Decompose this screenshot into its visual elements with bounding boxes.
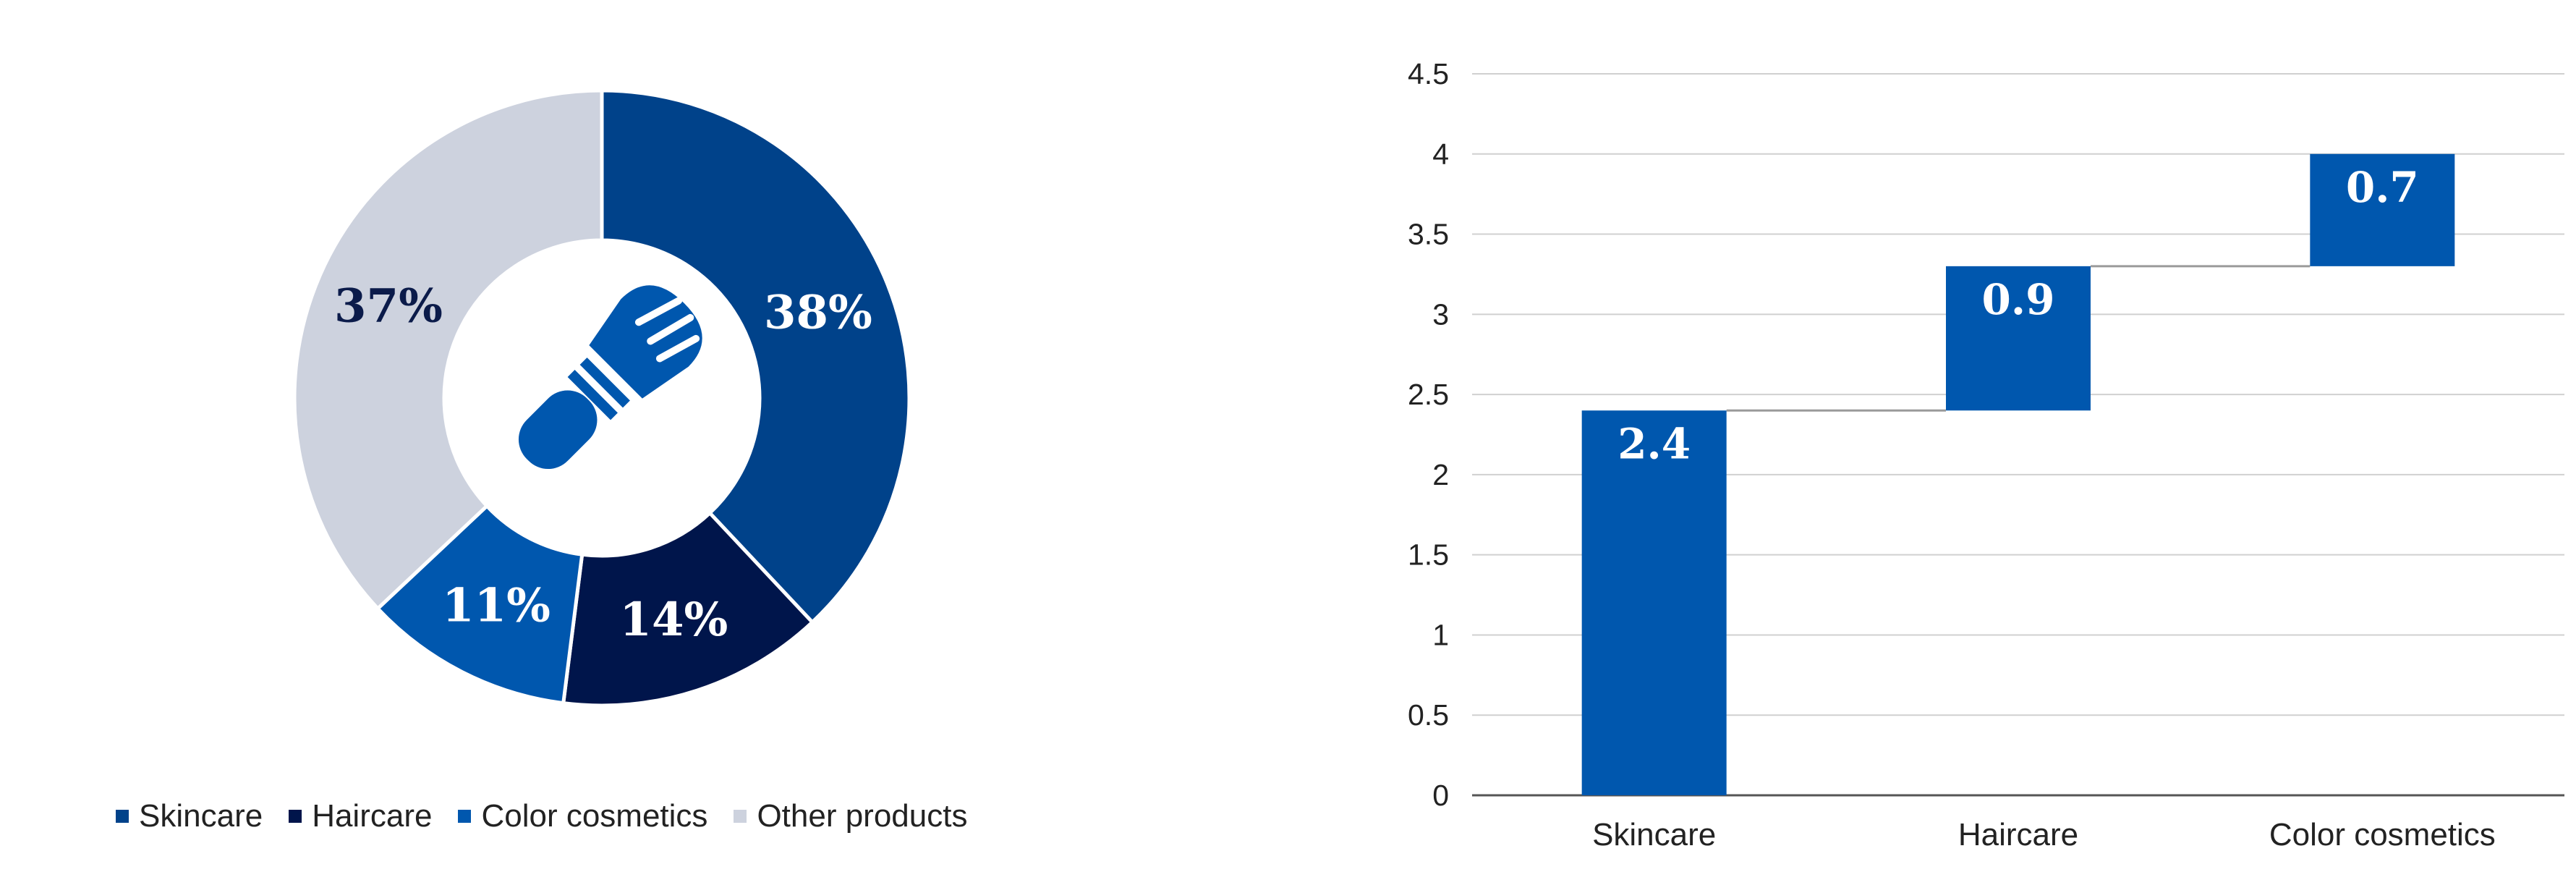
y-tick-label: 0.5 bbox=[1408, 698, 1449, 732]
legend-swatch-color-cosmetics bbox=[458, 810, 472, 823]
slice-label-other-products: 37% bbox=[334, 279, 443, 333]
waterfall-connectors bbox=[1726, 265, 2311, 412]
y-tick-label: 4 bbox=[1432, 137, 1449, 171]
waterfall-bars bbox=[1581, 153, 2455, 795]
slice-label-skincare: 38% bbox=[764, 286, 872, 340]
slice-label-color-cosmetics: 11% bbox=[442, 578, 551, 632]
y-tick-label: 2.5 bbox=[1408, 378, 1449, 411]
waterfall-bar-skincare bbox=[1581, 410, 1727, 795]
donut-legend: Skincare Haircare Color cosmetics Other … bbox=[116, 798, 993, 834]
legend-label-color-cosmetics: Color cosmetics bbox=[481, 798, 708, 834]
legend-label-skincare: Skincare bbox=[139, 798, 263, 834]
donut-slice-other-products bbox=[292, 88, 604, 611]
legend-item-haircare: Haircare bbox=[289, 798, 432, 834]
bar-label-color-cosmetics: 0.7 bbox=[2346, 163, 2419, 212]
y-tick-label: 1 bbox=[1432, 618, 1449, 651]
legend-label-haircare: Haircare bbox=[312, 798, 433, 834]
y-tick-label: 3 bbox=[1432, 297, 1449, 331]
legend-item-color-cosmetics: Color cosmetics bbox=[458, 798, 707, 834]
waterfall-bar-haircare bbox=[1946, 266, 2091, 411]
legend-item-skincare: Skincare bbox=[116, 798, 263, 834]
legend-label-other-products: Other products bbox=[757, 798, 968, 834]
donut-labels: 38% 14% 11% 37% bbox=[334, 279, 872, 646]
bar-label-haircare: 0.9 bbox=[1982, 275, 2055, 324]
donut-slices bbox=[292, 88, 911, 708]
y-tick-label: 4.5 bbox=[1408, 57, 1449, 90]
donut-slice-color-cosmetics bbox=[375, 503, 585, 706]
bar-data-labels: 2.4 0.9 0.7 bbox=[1618, 163, 2419, 468]
bar-label-skincare: 2.4 bbox=[1618, 419, 1691, 468]
donut-slice-haircare bbox=[561, 510, 815, 708]
slice-label-haircare: 14% bbox=[619, 593, 728, 647]
x-category-skincare: Skincare bbox=[1592, 817, 1716, 852]
legend-swatch-skincare bbox=[116, 810, 129, 823]
makeup-brush-icon bbox=[518, 285, 702, 470]
waterfall-bar-color-cosmetics bbox=[2310, 153, 2455, 266]
donut-slice-skincare bbox=[600, 88, 911, 625]
y-tick-label: 2 bbox=[1432, 458, 1449, 491]
y-axis-ticks: 0 0.5 1 1.5 2 2.5 3 3.5 4 4.5 bbox=[1408, 57, 1449, 812]
donut-chart: 38% 14% 11% 37% bbox=[292, 88, 911, 708]
legend-item-other-products: Other products bbox=[734, 798, 967, 834]
legend-swatch-haircare bbox=[289, 810, 302, 823]
y-tick-label: 1.5 bbox=[1408, 538, 1449, 572]
y-tick-label: 3.5 bbox=[1408, 218, 1449, 251]
legend-swatch-other-products bbox=[734, 810, 747, 823]
y-tick-label: 0 bbox=[1432, 779, 1449, 812]
x-axis-categories: Skincare Haircare Color cosmetics bbox=[1592, 817, 2496, 852]
x-category-color-cosmetics: Color cosmetics bbox=[2269, 817, 2496, 852]
x-category-haircare: Haircare bbox=[1958, 817, 2078, 852]
